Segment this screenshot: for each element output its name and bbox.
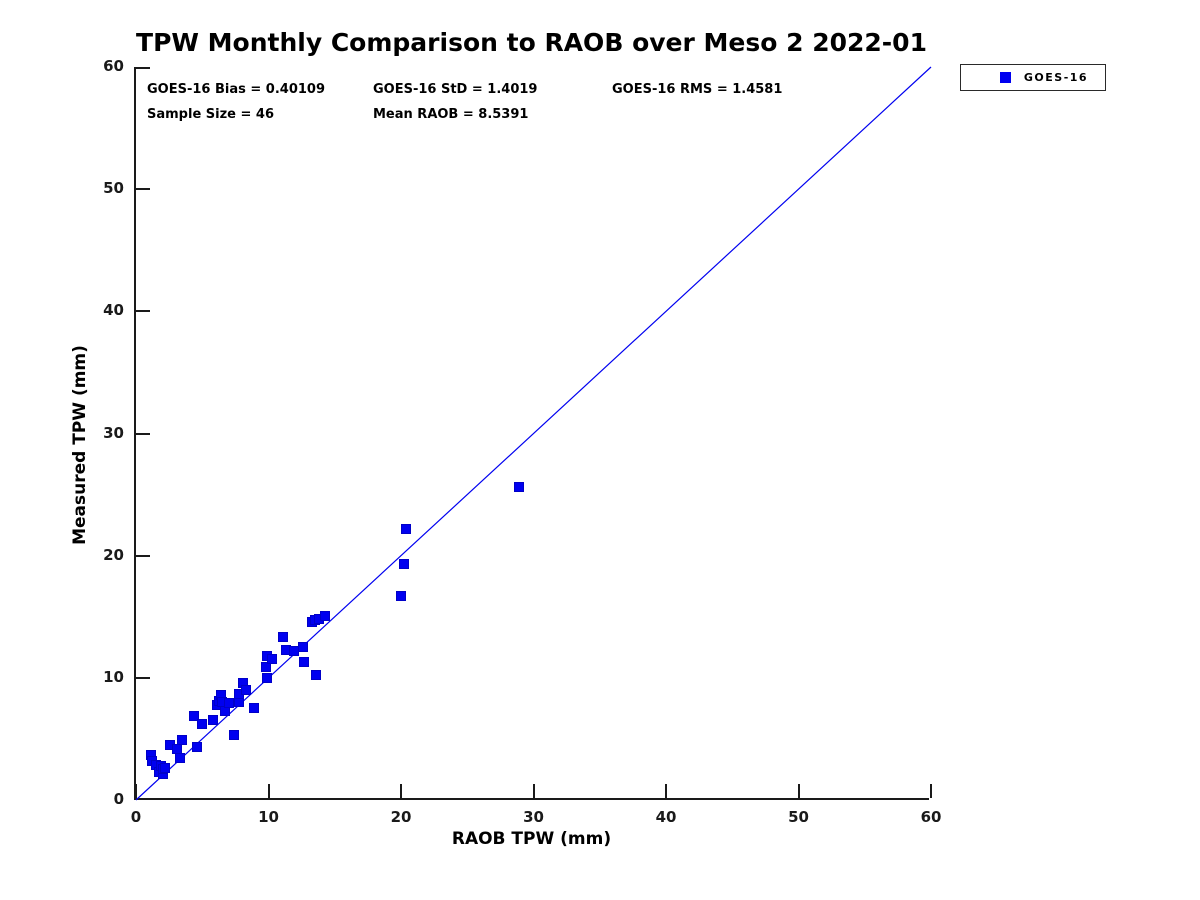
data-point-marker	[217, 697, 228, 708]
x-tick	[400, 784, 402, 798]
data-point-marker	[313, 614, 324, 625]
data-point-marker	[260, 661, 271, 672]
y-tick-label: 20	[103, 545, 124, 564]
data-point-marker	[219, 705, 230, 716]
legend-series-label: GOES-16	[1023, 71, 1089, 84]
stat-std-text: GOES-16 StD = 1.4019	[373, 82, 538, 97]
data-point-marker	[297, 641, 308, 652]
data-point-marker	[513, 482, 524, 493]
legend-square-marker-icon	[1000, 72, 1011, 83]
data-point-marker	[160, 763, 171, 774]
y-tick-label: 10	[103, 667, 124, 686]
data-point-marker	[207, 714, 218, 725]
x-tick	[797, 784, 800, 798]
data-point-marker	[278, 631, 289, 642]
data-point-marker	[288, 645, 299, 656]
stat-mean-raob-text: Mean RAOB = 8.5391	[373, 107, 529, 122]
data-point-marker	[248, 703, 259, 714]
data-point-marker	[189, 710, 200, 721]
x-axis-label: RAOB TPW (mm)	[451, 829, 612, 849]
data-point-marker	[172, 743, 183, 754]
x-tick	[665, 784, 667, 798]
x-tick-label: 20	[390, 808, 412, 826]
x-tick-label: 60	[920, 808, 942, 826]
data-point-marker	[223, 698, 234, 709]
y-tick	[136, 432, 150, 435]
x-tick	[532, 784, 535, 798]
stat-bias-text: GOES-16 Bias = 0.40109	[147, 82, 326, 97]
x-tick-label: 10	[258, 808, 279, 826]
y-tick	[136, 676, 150, 679]
data-point-marker	[145, 750, 156, 761]
data-point-marker	[320, 610, 331, 621]
data-point-marker	[197, 718, 208, 729]
data-point-marker	[191, 742, 202, 753]
y-tick	[136, 67, 150, 69]
x-tick	[267, 784, 270, 798]
data-point-marker	[157, 769, 168, 780]
data-point-marker	[150, 759, 161, 770]
y-tick	[136, 188, 150, 191]
x-tick-label: 50	[788, 808, 809, 826]
x-tick-label: 0	[130, 808, 142, 826]
data-point-marker	[175, 752, 186, 763]
y-axis-label: Measured TPW (mm)	[70, 345, 90, 545]
x-tick-label: 30	[523, 808, 544, 826]
data-point-marker	[176, 735, 187, 746]
y-tick-label: 60	[103, 57, 124, 75]
data-point-marker	[165, 740, 176, 751]
data-point-marker	[299, 656, 310, 667]
plot-area: 0 10 20 30 40 50 60 0 10 20 30 40 50 60	[103, 57, 941, 826]
data-point-marker	[261, 672, 272, 683]
stat-rms-text: GOES-16 RMS = 1.4581	[612, 82, 783, 97]
data-point-marker	[234, 697, 245, 708]
data-point-marker	[262, 651, 273, 662]
data-point-marker	[238, 677, 249, 688]
identity-line	[135, 66, 932, 801]
x-tick	[930, 784, 932, 798]
y-tick	[136, 554, 150, 557]
y-tick	[136, 310, 150, 313]
identity-line-svg	[135, 66, 932, 801]
data-point-marker	[216, 689, 227, 700]
data-point-marker	[281, 644, 292, 655]
y-tick-label: 50	[103, 179, 124, 198]
data-point-marker	[396, 590, 406, 601]
x-tick-label: 40	[655, 808, 677, 826]
y-tick-label: 0	[113, 790, 124, 808]
data-point-marker	[234, 689, 245, 700]
x-tick	[135, 784, 137, 798]
legend: GOES-16	[960, 64, 1106, 91]
data-point-marker	[311, 670, 322, 681]
data-point-marker	[401, 523, 412, 534]
data-point-marker	[240, 685, 251, 696]
y-tick-label: 40	[103, 301, 124, 320]
y-tick-label: 30	[103, 423, 124, 442]
stat-sample-size-text: Sample Size = 46	[147, 107, 275, 122]
data-point-marker	[398, 559, 409, 570]
data-point-marker	[229, 730, 240, 741]
chart-title: TPW Monthly Comparison to RAOB over Meso…	[136, 28, 927, 57]
data-point-marker	[267, 653, 278, 664]
